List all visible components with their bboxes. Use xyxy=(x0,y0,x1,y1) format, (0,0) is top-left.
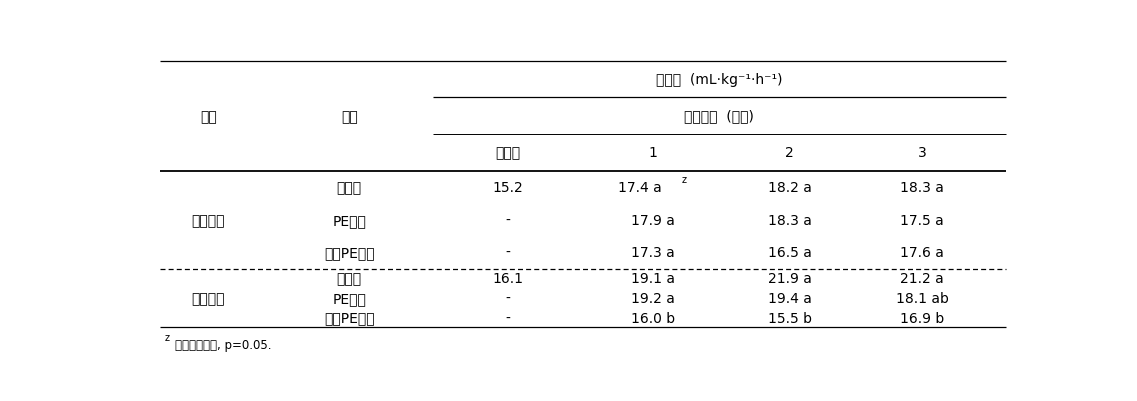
Text: 16.5 a: 16.5 a xyxy=(767,246,812,260)
Text: 16.0 b: 16.0 b xyxy=(631,311,675,325)
Text: 18.3 a: 18.3 a xyxy=(901,181,944,195)
Text: PE필름: PE필름 xyxy=(332,213,366,227)
Text: 천공PE필름: 천공PE필름 xyxy=(324,246,374,260)
Text: 3: 3 xyxy=(918,146,927,160)
Text: 17.6 a: 17.6 a xyxy=(901,246,944,260)
Text: 호흡량  (mL·kg⁻¹·h⁻¹): 호흡량 (mL·kg⁻¹·h⁻¹) xyxy=(656,73,782,87)
Text: 상주둥시: 상주둥시 xyxy=(191,213,225,227)
Text: 19.1 a: 19.1 a xyxy=(631,272,675,286)
Text: 무처리: 무처리 xyxy=(337,272,362,286)
Text: 17.5 a: 17.5 a xyxy=(901,213,944,227)
Text: 2: 2 xyxy=(786,146,794,160)
Text: 15.2: 15.2 xyxy=(492,181,523,195)
Text: -: - xyxy=(505,246,511,260)
Text: -: - xyxy=(505,291,511,305)
Text: PE필름: PE필름 xyxy=(332,291,366,305)
Text: 17.3 a: 17.3 a xyxy=(631,246,675,260)
Text: 18.3 a: 18.3 a xyxy=(767,213,812,227)
Text: -: - xyxy=(505,311,511,325)
Text: 17.9 a: 17.9 a xyxy=(631,213,675,227)
Text: 품종: 품종 xyxy=(200,110,216,124)
Text: 19.2 a: 19.2 a xyxy=(631,291,675,305)
Text: 16.1: 16.1 xyxy=(492,272,523,286)
Text: 21.2 a: 21.2 a xyxy=(901,272,944,286)
Text: 수확시: 수확시 xyxy=(496,146,521,160)
Text: 15.5 b: 15.5 b xyxy=(767,311,812,325)
Text: 16.9 b: 16.9 b xyxy=(899,311,944,325)
Text: 17.4 a: 17.4 a xyxy=(619,181,662,195)
Text: 21.9 a: 21.9 a xyxy=(767,272,812,286)
Text: 저장기간  (개월): 저장기간 (개월) xyxy=(684,109,754,123)
Text: 1: 1 xyxy=(649,146,657,160)
Text: z: z xyxy=(681,174,687,184)
Text: 18.2 a: 18.2 a xyxy=(767,181,812,195)
Text: 18.1 ab: 18.1 ab xyxy=(896,291,948,305)
Text: 던컨다중검정, p=0.05.: 던컨다중검정, p=0.05. xyxy=(175,338,272,351)
Text: -: - xyxy=(505,213,511,227)
Text: 처리: 처리 xyxy=(341,110,357,124)
Text: 천공PE필름: 천공PE필름 xyxy=(324,311,374,325)
Text: 19.4 a: 19.4 a xyxy=(767,291,812,305)
Text: 무처리: 무처리 xyxy=(337,181,362,195)
Text: 도근조생: 도근조생 xyxy=(191,291,225,305)
Text: z: z xyxy=(164,332,169,342)
